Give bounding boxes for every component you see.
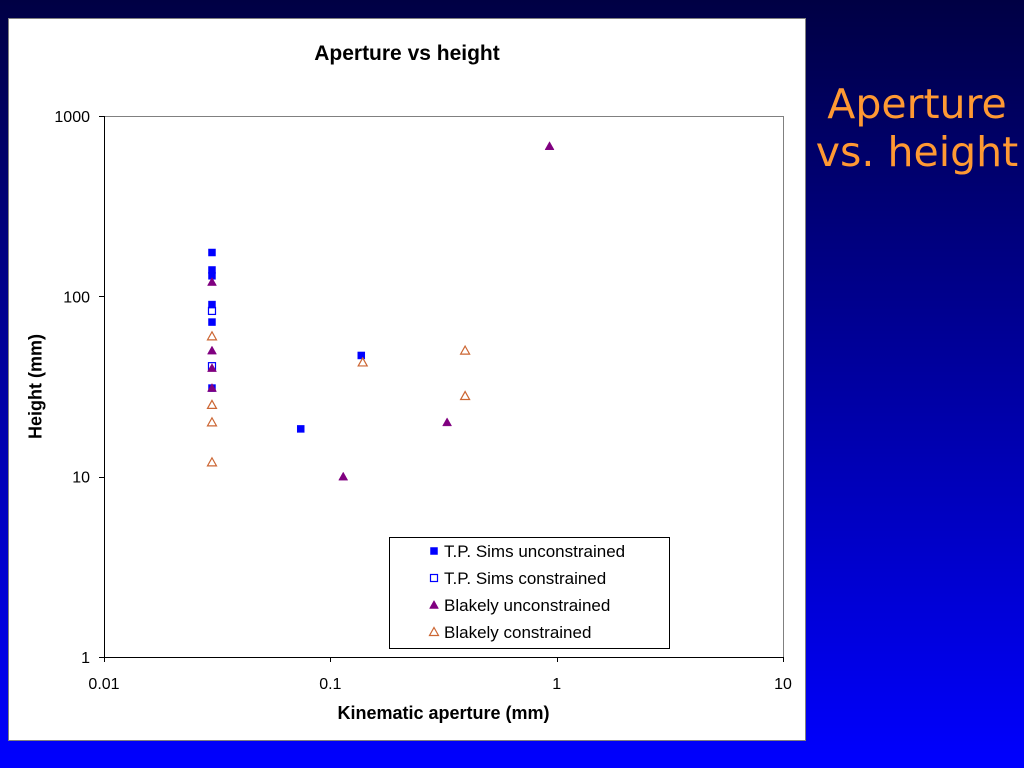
data-point-t-p-sims-unconstrained [208,318,216,326]
legend: T.P. Sims unconstrained T.P. Sims constra… [389,537,670,649]
data-point-t-p-sims-constrained [207,306,217,316]
data-point-t-p-sims-unconstrained [357,351,366,360]
legend-marker-blakely-unconstrained [429,599,439,609]
data-point-blakely-constrained [206,456,218,467]
data-point-blakely-unconstrained [338,471,349,481]
legend-marker-t-p-sims-unconstrained [430,547,438,555]
data-point-blakely-constrained [206,416,218,427]
slide-title-line-1: Aperture [827,80,1007,128]
legend-entry-blakely-constrained: Blakely constrained [428,623,591,642]
y-tick-label: 1 [81,650,90,667]
data-point-blakely-constrained [459,390,471,401]
data-point-blakely-unconstrained [207,277,217,286]
data-point-blakely-constrained [206,330,218,341]
legend-label-t-p-sims-unconstrained: T.P. Sims unconstrained [444,542,625,561]
legend-box [389,537,670,649]
data-point-blakely-unconstrained [207,383,217,392]
legend-marker-blakely-constrained [428,626,440,637]
legend-marker-t-p-sims-constrained [429,573,439,583]
data-point-blakely-unconstrained [442,417,453,427]
legend-label-blakely-unconstrained: Blakely unconstrained [444,596,610,615]
data-point-t-p-sims-unconstrained [208,248,216,257]
legend-entry-t-p-sims-constrained: T.P. Sims constrained [429,569,606,588]
data-point-blakely-constrained [206,399,218,410]
slide-title: Aperture vs. height [810,80,1024,176]
y-tick-label: 10 [72,470,90,487]
scatter-chart: Aperture vs height 1 10 100 1000 0.01 0.1 1 10… [26,42,793,723]
y-tick-label: 1000 [54,109,90,126]
slide-title-line-2: vs. height [815,128,1019,176]
legend-label-t-p-sims-constrained: T.P. Sims constrained [444,569,606,588]
chart-panel: Aperture vs height 1 10 100 1000 0.01 0.1 1 10… [8,18,806,741]
data-point-blakely-constrained [459,344,471,355]
y-axis-label: Height (mm) [26,334,46,439]
data-point-t-p-sims-unconstrained [296,425,305,433]
data-point-t-p-sims-unconstrained [208,300,216,309]
data-points [206,141,555,481]
x-tick-label: 0.01 [88,676,119,693]
legend-entry-blakely-unconstrained: Blakely unconstrained [429,596,610,615]
x-tick-label: 0.1 [319,676,341,693]
chart-title: Aperture vs height [314,42,500,65]
data-point-blakely-constrained [357,356,369,367]
data-point-blakely-unconstrained [207,345,217,355]
y-axis-ticks: 1 10 100 1000 [54,109,104,667]
legend-entry-t-p-sims-unconstrained: T.P. Sims unconstrained [430,542,625,561]
x-axis-ticks: 0.01 0.1 1 10 [88,657,792,693]
data-point-blakely-unconstrained [544,141,555,150]
x-axis-label: Kinematic aperture (mm) [337,703,549,723]
y-tick-label: 100 [63,289,90,306]
data-point-blakely-unconstrained [207,363,217,372]
x-tick-label: 1 [552,676,561,693]
x-tick-label: 10 [774,676,792,693]
legend-label-blakely-constrained: Blakely constrained [444,623,591,642]
